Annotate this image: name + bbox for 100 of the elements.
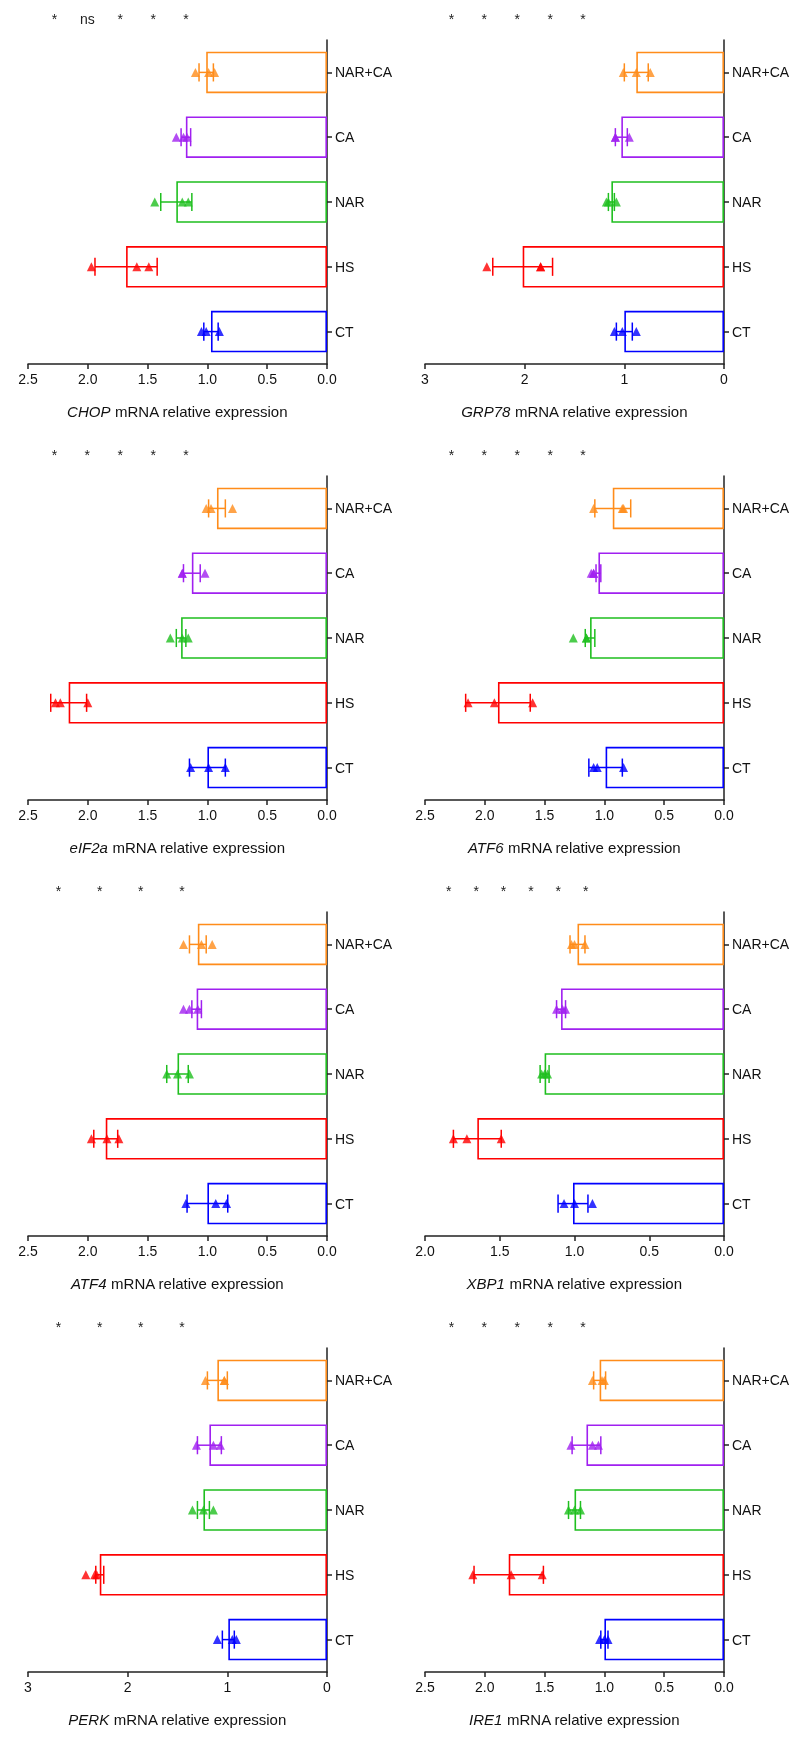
text: * [183, 447, 190, 463]
x-tick-label: 0.5 [257, 807, 278, 823]
y-tick-label: HS [732, 694, 752, 711]
text: * [500, 883, 507, 899]
text: * [528, 883, 535, 899]
x-axis-title: IRE1 mRNA relative expression [469, 1711, 680, 1728]
text: * [448, 447, 455, 463]
x-tick-label: 0.5 [654, 1679, 675, 1695]
text: * [84, 447, 91, 463]
x-tick-label: 0 [720, 371, 729, 387]
x-axis-title: ATF4 mRNA relative expression [69, 1275, 284, 1292]
text: * [514, 11, 521, 27]
text: * [555, 883, 562, 899]
y-tick-label: CT [732, 759, 752, 776]
text: * [580, 1319, 587, 1335]
x-tick-label: 2.5 [18, 807, 38, 823]
y-tick-label: NAR+CA [335, 64, 393, 81]
text: * [514, 1319, 521, 1335]
x-tick-label: 1.0 [564, 1243, 585, 1259]
x-tick-label: 2 [520, 371, 529, 387]
x-tick-label: 1.5 [490, 1243, 510, 1259]
y-tick-label: CT [732, 1195, 752, 1212]
x-tick-label: 3 [421, 371, 430, 387]
x-axis-title: eIF2a mRNA relative expression [69, 839, 286, 856]
y-tick-label: CA [732, 1001, 753, 1018]
y-tick-label: CT [732, 1631, 752, 1648]
x-tick-label: 1.5 [137, 371, 158, 387]
text: * [183, 11, 190, 27]
x-tick-label: 2.5 [415, 1679, 435, 1695]
text: * [51, 11, 58, 27]
y-tick-label: NAR+CA [732, 1372, 790, 1389]
y-tick-label: HS [732, 258, 752, 275]
y-tick-label: NAR [335, 194, 365, 210]
x-tick-label: 1.0 [594, 807, 615, 823]
x-tick-label: 2.0 [78, 807, 98, 823]
y-tick-label: NAR+CA [732, 936, 790, 953]
text: * [547, 1319, 554, 1335]
y-tick-label: HS [335, 694, 355, 711]
text: * [547, 447, 554, 463]
x-tick-label: 1.0 [197, 807, 218, 823]
text: * [580, 11, 587, 27]
x-tick-label: 0.0 [714, 807, 734, 823]
text: * [150, 447, 157, 463]
y-tick-label: CT [335, 1195, 355, 1212]
text: * [481, 11, 488, 27]
text: * [179, 1319, 186, 1335]
x-tick-label: 1 [620, 371, 629, 387]
x-tick-label: 1.0 [197, 1243, 218, 1259]
x-tick-label: 1.5 [137, 1243, 158, 1259]
y-tick-label: NAR [335, 1066, 365, 1082]
text: * [481, 1319, 488, 1335]
x-tick-label: 3 [24, 1679, 33, 1695]
text: * [448, 11, 455, 27]
x-tick-label: 2.5 [18, 371, 38, 387]
y-tick-label: CA [335, 1437, 356, 1454]
y-tick-label: CA [732, 1437, 753, 1454]
y-tick-label: NAR+CA [732, 64, 790, 81]
text: * [150, 11, 157, 27]
y-tick-label: CT [335, 1631, 355, 1648]
x-axis-title: CHOP mRNA relative expression [67, 403, 288, 420]
text: * [138, 1319, 145, 1335]
y-tick-label: HS [335, 1566, 355, 1583]
x-tick-label: 2.0 [415, 1243, 435, 1259]
x-tick-label: 2.0 [78, 371, 98, 387]
y-tick-label: CT [335, 759, 355, 776]
text: * [580, 447, 587, 463]
x-axis-title: ATF6 mRNA relative expression [466, 839, 681, 856]
text: * [51, 447, 58, 463]
x-tick-label: 1.5 [534, 807, 555, 823]
y-tick-label: NAR+CA [732, 500, 790, 517]
x-tick-label: 0.0 [317, 807, 337, 823]
x-tick-label: 0.5 [654, 807, 675, 823]
text: ns [79, 11, 95, 27]
y-tick-label: CA [732, 565, 753, 582]
x-tick-label: 0 [323, 1679, 332, 1695]
y-tick-label: CA [732, 129, 753, 146]
y-tick-label: NAR [335, 630, 365, 646]
x-tick-label: 1.5 [137, 807, 158, 823]
text: * [55, 883, 62, 899]
x-axis-title: PERK mRNA relative expression [68, 1711, 287, 1728]
x-tick-label: 0.0 [317, 371, 337, 387]
x-tick-label: 2.5 [18, 1243, 38, 1259]
y-tick-label: NAR [335, 1502, 365, 1518]
x-tick-label: 1.0 [594, 1679, 615, 1695]
text: * [547, 11, 554, 27]
y-tick-label: HS [335, 1130, 355, 1147]
x-tick-label: 1 [223, 1679, 232, 1695]
text: * [473, 883, 480, 899]
y-tick-label: NAR [732, 1502, 762, 1518]
text: * [55, 1319, 62, 1335]
y-tick-label: NAR [732, 630, 762, 646]
y-tick-label: NAR [732, 194, 762, 210]
y-tick-label: NAR+CA [335, 1372, 393, 1389]
x-tick-label: 0.0 [714, 1679, 734, 1695]
text: * [138, 883, 145, 899]
x-tick-label: 1.0 [197, 371, 218, 387]
text: * [445, 883, 452, 899]
text: * [448, 1319, 455, 1335]
text: * [117, 11, 124, 27]
x-axis-title: XBP1 mRNA relative expression [465, 1275, 683, 1292]
